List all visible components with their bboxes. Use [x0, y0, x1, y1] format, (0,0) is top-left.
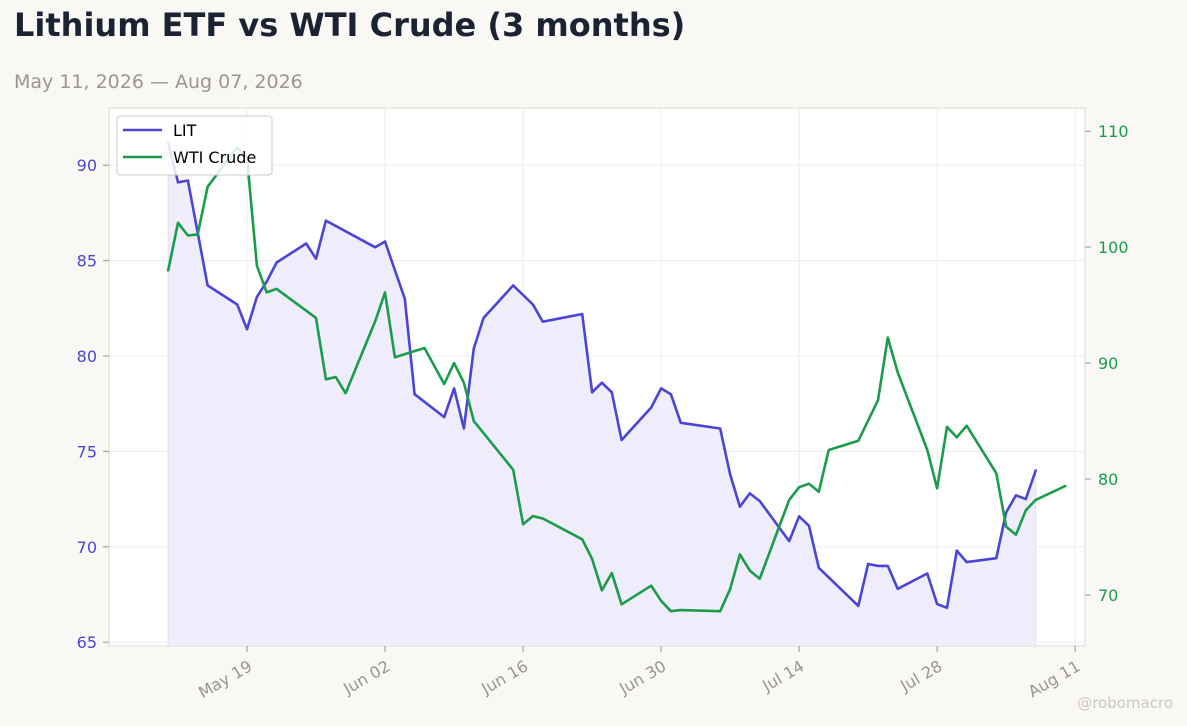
x-tick-label: Aug 11 — [1025, 656, 1084, 701]
y-right-tick-label: 100 — [1098, 238, 1129, 257]
x-tick-label: Jun 16 — [477, 656, 531, 698]
series-area-lit — [168, 142, 1036, 647]
x-tick-label: Jun 30 — [615, 656, 669, 698]
y-left-tick-label: 80 — [77, 347, 97, 366]
series-layer — [166, 141, 1067, 647]
y-left-tick-label: 75 — [77, 442, 97, 461]
x-tick-label: Jul 28 — [896, 656, 945, 695]
series-line-wti — [166, 146, 1067, 613]
legend-label-wti: WTI Crude — [173, 148, 256, 167]
date-range-subtitle: May 11, 2026 — Aug 07, 2026 — [14, 71, 303, 93]
y-right-tick-label: 90 — [1098, 354, 1118, 373]
legend-label-lit: LIT — [173, 121, 197, 140]
y-left-tick-label: 85 — [77, 252, 97, 271]
x-tick-label: May 19 — [195, 656, 255, 702]
y-left-tick-label: 90 — [77, 156, 97, 175]
watermark: @robomacro — [1077, 694, 1173, 712]
y-left-tick-label: 65 — [77, 633, 97, 652]
y-right-tick-label: 110 — [1098, 122, 1129, 141]
y-right-tick-label: 80 — [1098, 470, 1118, 489]
y-left-tick-label: 70 — [77, 538, 97, 557]
series-line-lit — [166, 141, 1037, 610]
x-tick-label: Jul 14 — [758, 656, 807, 695]
legend[interactable]: LIT WTI Crude — [116, 115, 273, 176]
y-right-tick-label: 70 — [1098, 586, 1118, 605]
x-tick-label: Jun 02 — [339, 656, 393, 698]
page-title: Lithium ETF vs WTI Crude (3 months) — [14, 6, 686, 44]
